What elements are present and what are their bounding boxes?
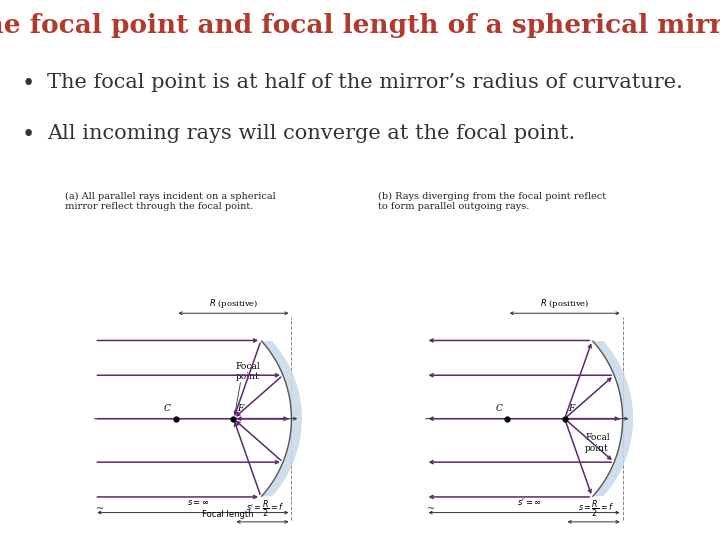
- Text: $s = \dfrac{R}{2} = f$: $s = \dfrac{R}{2} = f$: [578, 498, 615, 519]
- Text: (a) All parallel rays incident on a spherical
mirror reflect through the focal p: (a) All parallel rays incident on a sphe…: [65, 192, 276, 211]
- Text: $s' = \infty$: $s' = \infty$: [518, 496, 542, 507]
- Text: $s = \infty$: $s = \infty$: [187, 498, 210, 507]
- Polygon shape: [261, 341, 302, 496]
- Text: •: •: [22, 73, 35, 95]
- Polygon shape: [593, 341, 633, 496]
- Text: F: F: [237, 403, 243, 413]
- Text: The focal point is at half of the mirror’s radius of curvature.: The focal point is at half of the mirror…: [47, 73, 683, 92]
- Text: $R$ (positive): $R$ (positive): [209, 297, 258, 310]
- Text: The focal point and focal length of a spherical mirror: The focal point and focal length of a sp…: [0, 14, 720, 38]
- Text: •: •: [22, 124, 35, 146]
- Text: $R$ (positive): $R$ (positive): [540, 297, 590, 310]
- Text: Focal length: Focal length: [202, 510, 253, 519]
- Text: Focal
point: Focal point: [585, 433, 610, 453]
- Text: All incoming rays will converge at the focal point.: All incoming rays will converge at the f…: [47, 124, 575, 143]
- Text: (b) Rays diverging from the focal point reflect
to form parallel outgoing rays.: (b) Rays diverging from the focal point …: [378, 192, 606, 211]
- Text: C: C: [495, 403, 502, 413]
- Text: ~: ~: [96, 503, 104, 514]
- Text: C: C: [164, 403, 171, 413]
- Text: $s' = \dfrac{R}{2} = f$: $s' = \dfrac{R}{2} = f$: [246, 498, 284, 519]
- Text: ~: ~: [427, 503, 435, 514]
- Text: Focal
point: Focal point: [235, 362, 260, 381]
- Text: F: F: [568, 403, 575, 413]
